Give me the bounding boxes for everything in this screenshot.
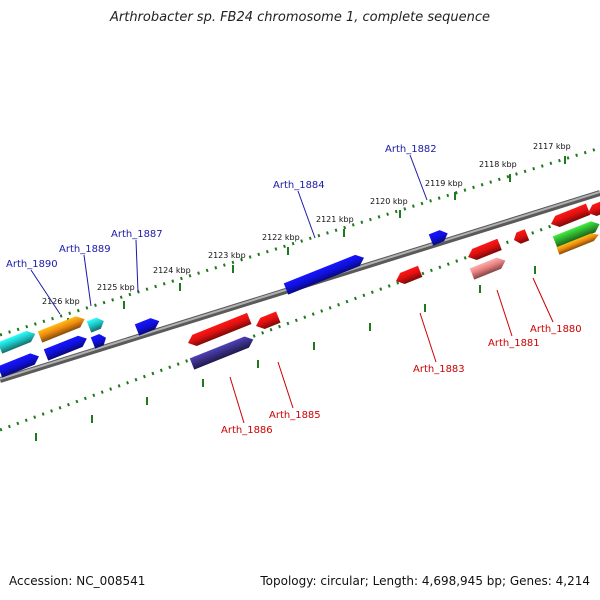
gene-cyan-small-shape [86, 317, 104, 333]
gene-red-right-shape [551, 203, 591, 227]
gene-red-1881 [468, 238, 502, 260]
ruler-layer: 2117 kbp 2118 kbp 2119 kbp 2120 kbp 2121 kbp… [0, 142, 600, 441]
inner-ruler-line [0, 206, 600, 432]
forward-leader-line [30, 269, 61, 315]
ruler-tick-label: 2125 kbp [97, 283, 135, 292]
gene-orange [37, 316, 85, 343]
gene-red-edge-shape [588, 200, 600, 216]
gene-cyan-left [0, 330, 36, 354]
ruler-tick-label: 2117 kbp [533, 142, 571, 151]
ruler-tick-label: 2120 kbp [370, 197, 408, 206]
gene-blue-left [0, 353, 39, 378]
reverse-leader-line [277, 361, 294, 409]
gene-red-right [551, 203, 591, 227]
gene-blue-left-shape [0, 353, 39, 378]
accession-text: Accession: NC_008541 [9, 574, 146, 588]
gene-blue-tiny [90, 334, 106, 349]
forward-leader-line [409, 154, 428, 201]
gene-blue-1887-shape [134, 318, 160, 336]
gene-orange-right-shape [556, 233, 599, 255]
ruler-tick-label: 2118 kbp [479, 160, 517, 169]
gene-blue-1889 [43, 335, 87, 361]
forward-leader-line [297, 190, 316, 239]
reverse-gene-label: Arth_1886 [221, 425, 273, 436]
gene-navy-shape [189, 336, 254, 370]
gene-blue-tiny-shape [90, 334, 106, 349]
gene-green-shape [552, 221, 600, 248]
gene-layer [0, 200, 600, 378]
gene-pink-shape [469, 257, 506, 280]
gene-green [552, 221, 600, 248]
gene-red-1880-shape [514, 229, 530, 244]
reverse-leader-line [532, 277, 554, 323]
gene-orange-right [556, 233, 599, 255]
gene-red-1886 [188, 312, 252, 346]
gene-red-edge [588, 200, 600, 216]
gene-navy [189, 336, 254, 370]
ruler-tick-label: 2126 kbp [42, 297, 80, 306]
ruler-tick-label: 2123 kbp [208, 251, 246, 260]
gene-red-1883 [396, 265, 423, 284]
gene-red-1886-shape [188, 312, 252, 346]
ruler-tick-label: 2119 kbp [425, 179, 463, 188]
ruler-tick-label: 2121 kbp [316, 215, 354, 224]
reverse-leader-line [419, 312, 437, 363]
forward-gene-label: Arth_1882 [385, 144, 437, 155]
reverse-gene-label: Arth_1881 [488, 338, 540, 349]
map-title: Arthrobacter sp. FB24 chromosome 1, comp… [109, 10, 491, 25]
forward-leader-line [135, 239, 139, 293]
reverse-gene-label: Arth_1885 [269, 410, 321, 421]
gene-pink [469, 257, 506, 280]
gene-red-1883-shape [396, 265, 423, 284]
gene-blue-1887 [134, 318, 160, 336]
gene-blue-1884 [283, 254, 364, 295]
ruler-tick-label: 2122 kbp [262, 233, 300, 242]
outer-ruler-line [0, 146, 600, 337]
forward-leader-line [83, 254, 92, 307]
gene-orange-shape [37, 316, 85, 343]
reverse-gene-label: Arth_1883 [413, 364, 465, 375]
gene-blue-1882-shape [428, 230, 448, 246]
reverse-leader-line [229, 376, 245, 424]
forward-gene-label: Arth_1889 [59, 244, 111, 255]
gene-blue-1882 [428, 230, 448, 246]
label-layer: Arth_1882Arth_1884Arth_1887Arth_1889Arth… [6, 144, 582, 436]
gene-cyan-small [86, 317, 104, 333]
reverse-leader-line [496, 289, 513, 337]
gene-cyan-left-shape [0, 330, 36, 354]
forward-gene-label: Arth_1884 [273, 180, 325, 191]
gene-red-1885 [256, 311, 281, 329]
forward-gene-label: Arth_1890 [6, 259, 58, 270]
forward-gene-label: Arth_1887 [111, 229, 163, 240]
gene-blue-1889-shape [43, 335, 87, 361]
topology-text: Topology: circular; Length: 4,698,945 bp… [260, 574, 590, 588]
gene-red-1885-shape [256, 311, 281, 329]
gene-red-1881-shape [468, 238, 502, 260]
gene-blue-1884-shape [283, 254, 364, 295]
ruler-tick-label: 2124 kbp [153, 266, 191, 275]
reverse-gene-label: Arth_1880 [530, 324, 582, 335]
gene-red-1880 [514, 229, 530, 244]
